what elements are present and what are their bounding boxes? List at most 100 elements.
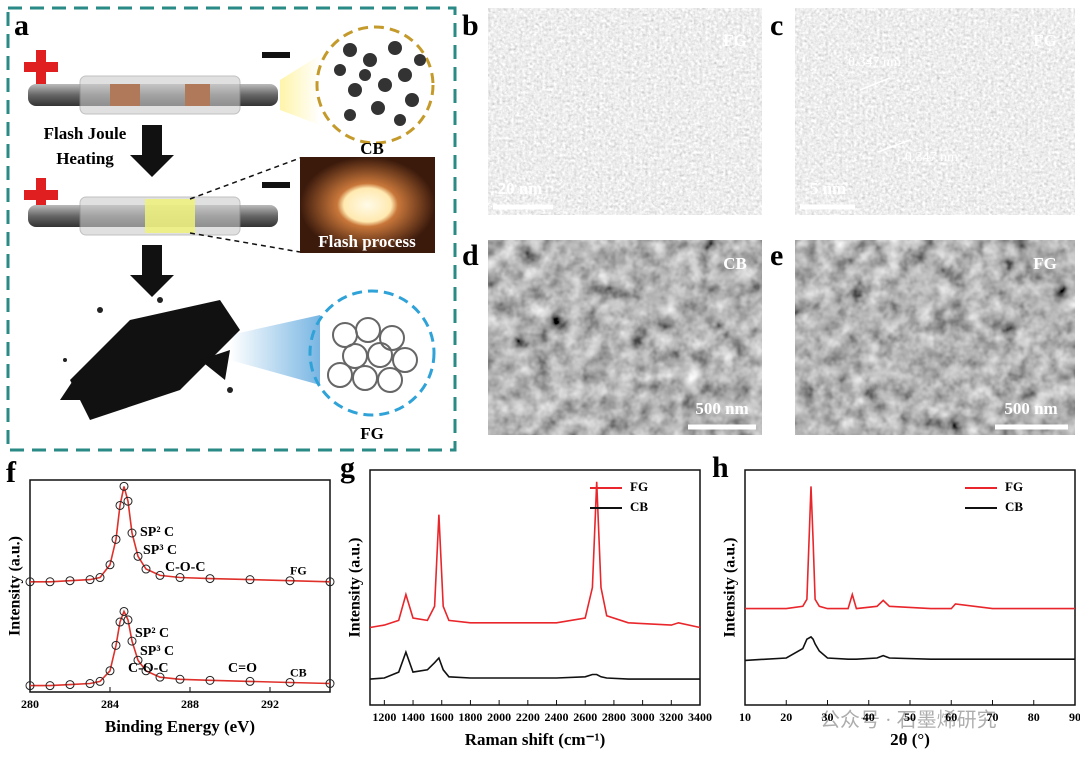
x-axis-label: 2θ (°) (890, 730, 930, 749)
legend-label: CB (1005, 499, 1023, 514)
data-point (285, 677, 295, 687)
data-point (325, 679, 335, 689)
x-tick-label: 2200 (516, 710, 540, 724)
peak-annotation: SP³ C (143, 543, 177, 558)
lattice-spacing: 0.347 nm (905, 150, 958, 165)
x-tick-label: 284 (101, 697, 119, 711)
hrtem-image (795, 8, 1075, 215)
y-axis-label: Intensity (a.u.) (7, 536, 24, 636)
x-tick-label: 3000 (631, 710, 655, 724)
x-tick-label: 280 (21, 697, 39, 711)
x-tick-label: 40 (863, 710, 875, 724)
data-point (325, 577, 335, 587)
x-tick-label: 50 (904, 710, 916, 724)
sample-label: FG (1033, 254, 1057, 273)
peak-annotation: SP² C (135, 626, 169, 641)
peak-annotation: C=O (228, 661, 257, 676)
data-point (133, 655, 143, 665)
legend-label: FG (1005, 479, 1023, 494)
x-tick-label: 80 (1028, 710, 1040, 724)
data-point (245, 575, 255, 585)
lattice-spacing: 0.347 nm (848, 55, 901, 70)
panel-label: g (340, 451, 355, 484)
panel-label: e (770, 239, 783, 272)
data-point (133, 551, 143, 561)
sem-image (488, 240, 762, 435)
x-tick-label: 1600 (430, 710, 454, 724)
data-point (127, 528, 137, 538)
data-line (745, 486, 1075, 610)
data-point (141, 564, 151, 574)
data-point (45, 577, 55, 587)
data-point (25, 681, 35, 691)
y-axis-label: Intensity (a.u.) (722, 537, 739, 637)
x-tick-label: 30 (822, 710, 834, 724)
data-point (115, 617, 125, 627)
data-point (175, 674, 185, 684)
scale-label: 5 nm (810, 179, 846, 198)
x-tick-label: 60 (945, 710, 957, 724)
x-tick-label: 292 (261, 697, 279, 711)
step-label: Flash Joule (44, 124, 127, 143)
x-tick-label: 10 (739, 710, 751, 724)
data-point (85, 575, 95, 585)
tem-image (488, 8, 762, 215)
x-tick-label: 90 (1069, 710, 1080, 724)
panel-label: b (462, 9, 479, 42)
data-point (25, 577, 35, 587)
plot-frame (29, 479, 331, 693)
data-point (45, 681, 55, 691)
data-point (285, 576, 295, 586)
scale-label: 20 nm (498, 179, 543, 198)
data-point (95, 676, 105, 686)
data-point (245, 676, 255, 686)
data-point (155, 570, 165, 580)
sem-image (795, 240, 1075, 435)
panel-border (6, 6, 457, 452)
peak-annotation: C-O-C (165, 560, 205, 575)
x-tick-label: 3400 (688, 710, 712, 724)
plot-frame (744, 469, 1076, 706)
series-label: FG (290, 564, 307, 578)
data-point (123, 615, 133, 625)
data-point (111, 534, 121, 544)
x-tick-label: 1200 (372, 710, 396, 724)
flash-label: Flash process (318, 232, 416, 251)
watermark: 公众号 · 石墨烯研究 (820, 709, 997, 732)
data-point (105, 560, 115, 570)
panel-label: c (770, 9, 783, 42)
panel-label: f (6, 456, 17, 489)
panel-label: d (462, 239, 479, 272)
scale-label: 500 nm (695, 399, 748, 418)
data-point (119, 606, 129, 616)
data-point (205, 675, 215, 685)
data-line (369, 481, 701, 629)
x-tick-label: 3200 (659, 710, 683, 724)
data-point (115, 500, 125, 510)
x-tick-label: 288 (181, 697, 199, 711)
product-label: FG (360, 424, 384, 443)
data-point (123, 496, 133, 506)
data-line (30, 486, 331, 583)
x-tick-label: 2400 (545, 710, 569, 724)
peak-annotation: SP³ C (140, 644, 174, 659)
series-label: CB (290, 665, 307, 679)
panel-label: a (14, 9, 29, 42)
legend-label: CB (630, 499, 648, 514)
precursor-label: CB (360, 139, 384, 158)
data-point (205, 574, 215, 584)
data-point (65, 576, 75, 586)
x-tick-label: 20 (780, 710, 792, 724)
peak-annotation: SP² C (140, 525, 174, 540)
x-tick-label: 70 (987, 710, 999, 724)
scale-bars (493, 204, 1068, 430)
data-line (744, 635, 1075, 662)
y-axis-label: Intensity (a.u.) (347, 537, 364, 637)
peak-annotation: C-O-C (128, 661, 168, 676)
sample-label: FG (723, 31, 747, 50)
data-point (105, 666, 115, 676)
x-axis-label: Binding Energy (eV) (105, 717, 255, 736)
data-line (30, 609, 331, 687)
